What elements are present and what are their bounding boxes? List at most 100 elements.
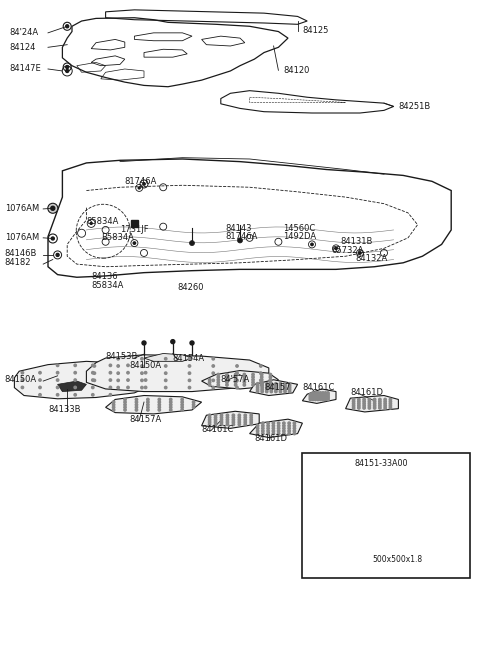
Circle shape [288,422,290,424]
Polygon shape [202,411,259,428]
Circle shape [284,382,286,385]
Text: 84150A: 84150A [5,375,37,384]
Circle shape [169,401,172,403]
Circle shape [312,394,314,396]
Circle shape [234,381,237,384]
Circle shape [317,398,319,401]
Circle shape [328,503,331,505]
Circle shape [135,403,138,406]
Circle shape [288,432,290,435]
Circle shape [92,371,94,374]
Circle shape [169,398,172,401]
Circle shape [261,378,263,381]
Circle shape [158,406,160,409]
Circle shape [279,386,282,389]
Circle shape [238,419,240,421]
Circle shape [358,398,360,401]
Circle shape [135,406,138,409]
Circle shape [293,430,296,432]
Circle shape [208,423,211,426]
Circle shape [343,503,346,505]
Circle shape [256,382,259,385]
Circle shape [147,401,149,403]
Circle shape [158,401,160,403]
Circle shape [309,398,312,401]
Circle shape [252,378,254,381]
Circle shape [117,365,120,367]
Circle shape [117,379,120,382]
Circle shape [141,365,143,367]
Circle shape [158,398,160,401]
Text: 84161C: 84161C [202,424,234,434]
Circle shape [327,395,329,397]
Circle shape [217,378,219,381]
Circle shape [312,395,314,397]
Circle shape [279,388,282,391]
Text: 84'24A: 84'24A [10,28,39,37]
Circle shape [124,409,126,411]
Circle shape [181,401,183,403]
Circle shape [267,430,269,432]
Circle shape [293,422,296,424]
Circle shape [232,419,235,421]
Circle shape [363,398,365,401]
Circle shape [56,379,59,381]
Circle shape [74,386,76,389]
Circle shape [117,357,120,360]
Circle shape [158,409,160,411]
Circle shape [190,240,194,246]
Circle shape [384,400,386,403]
Circle shape [267,424,269,427]
Circle shape [363,403,365,405]
Circle shape [236,372,238,374]
Circle shape [39,371,41,374]
Circle shape [389,400,392,403]
Circle shape [147,403,149,406]
Circle shape [109,394,111,396]
Circle shape [358,509,360,511]
Text: 84154A: 84154A [173,353,205,363]
Circle shape [236,386,238,389]
Circle shape [261,390,264,393]
Text: 84'57A: 84'57A [221,375,250,384]
Text: 84161D: 84161D [350,388,384,397]
Text: 84150A: 84150A [130,361,162,371]
Circle shape [368,403,371,405]
Circle shape [284,390,286,393]
Circle shape [217,381,219,384]
Polygon shape [58,381,86,392]
Circle shape [389,407,392,409]
Circle shape [319,395,322,397]
Circle shape [56,371,59,374]
Circle shape [319,392,322,394]
Circle shape [403,491,405,494]
Circle shape [311,243,313,246]
Circle shape [288,384,291,387]
Circle shape [275,388,277,391]
Circle shape [363,407,365,409]
Circle shape [379,407,381,409]
Circle shape [358,486,360,488]
Circle shape [418,503,420,505]
Circle shape [384,407,386,409]
Circle shape [327,394,329,396]
Circle shape [141,386,143,389]
Circle shape [243,381,246,384]
Circle shape [238,238,242,243]
Circle shape [403,509,405,511]
Circle shape [190,341,194,345]
Circle shape [352,400,355,403]
Circle shape [267,422,269,424]
Circle shape [388,491,390,494]
Circle shape [192,401,195,403]
Circle shape [270,384,273,387]
Text: 84124: 84124 [10,43,36,52]
Circle shape [165,365,167,367]
Circle shape [56,254,59,256]
Circle shape [261,376,263,378]
Circle shape [384,403,386,405]
Text: 1492DA: 1492DA [283,232,316,241]
Circle shape [324,397,327,399]
Circle shape [127,386,129,389]
Circle shape [322,394,324,396]
